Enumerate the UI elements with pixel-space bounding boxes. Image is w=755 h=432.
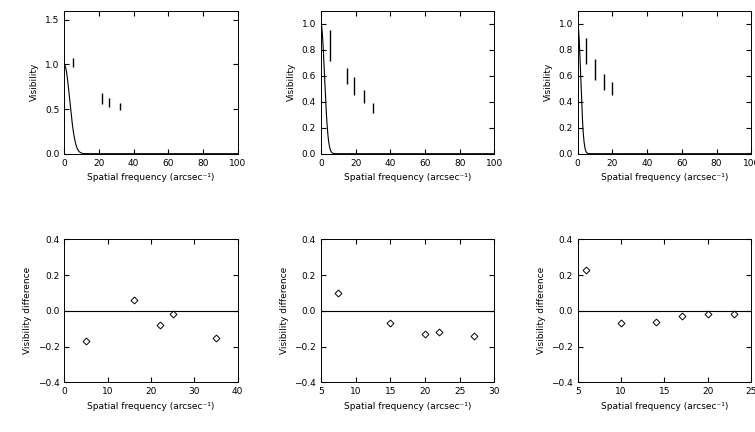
Y-axis label: Visibility: Visibility: [287, 63, 296, 102]
Y-axis label: Visibility difference: Visibility difference: [280, 267, 288, 355]
Y-axis label: Visibility: Visibility: [30, 63, 39, 102]
X-axis label: Spatial frequency (arcsec⁻¹): Spatial frequency (arcsec⁻¹): [88, 402, 214, 411]
X-axis label: Spatial frequency (arcsec⁻¹): Spatial frequency (arcsec⁻¹): [601, 173, 728, 182]
Y-axis label: Visibility difference: Visibility difference: [23, 267, 32, 355]
X-axis label: Spatial frequency (arcsec⁻¹): Spatial frequency (arcsec⁻¹): [344, 173, 471, 182]
X-axis label: Spatial frequency (arcsec⁻¹): Spatial frequency (arcsec⁻¹): [601, 402, 728, 411]
X-axis label: Spatial frequency (arcsec⁻¹): Spatial frequency (arcsec⁻¹): [88, 173, 214, 182]
Y-axis label: Visibility difference: Visibility difference: [537, 267, 546, 355]
X-axis label: Spatial frequency (arcsec⁻¹): Spatial frequency (arcsec⁻¹): [344, 402, 471, 411]
Y-axis label: Visibility: Visibility: [544, 63, 553, 102]
